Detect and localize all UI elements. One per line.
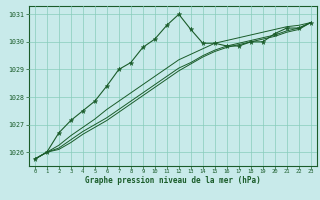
X-axis label: Graphe pression niveau de la mer (hPa): Graphe pression niveau de la mer (hPa) (85, 176, 261, 185)
